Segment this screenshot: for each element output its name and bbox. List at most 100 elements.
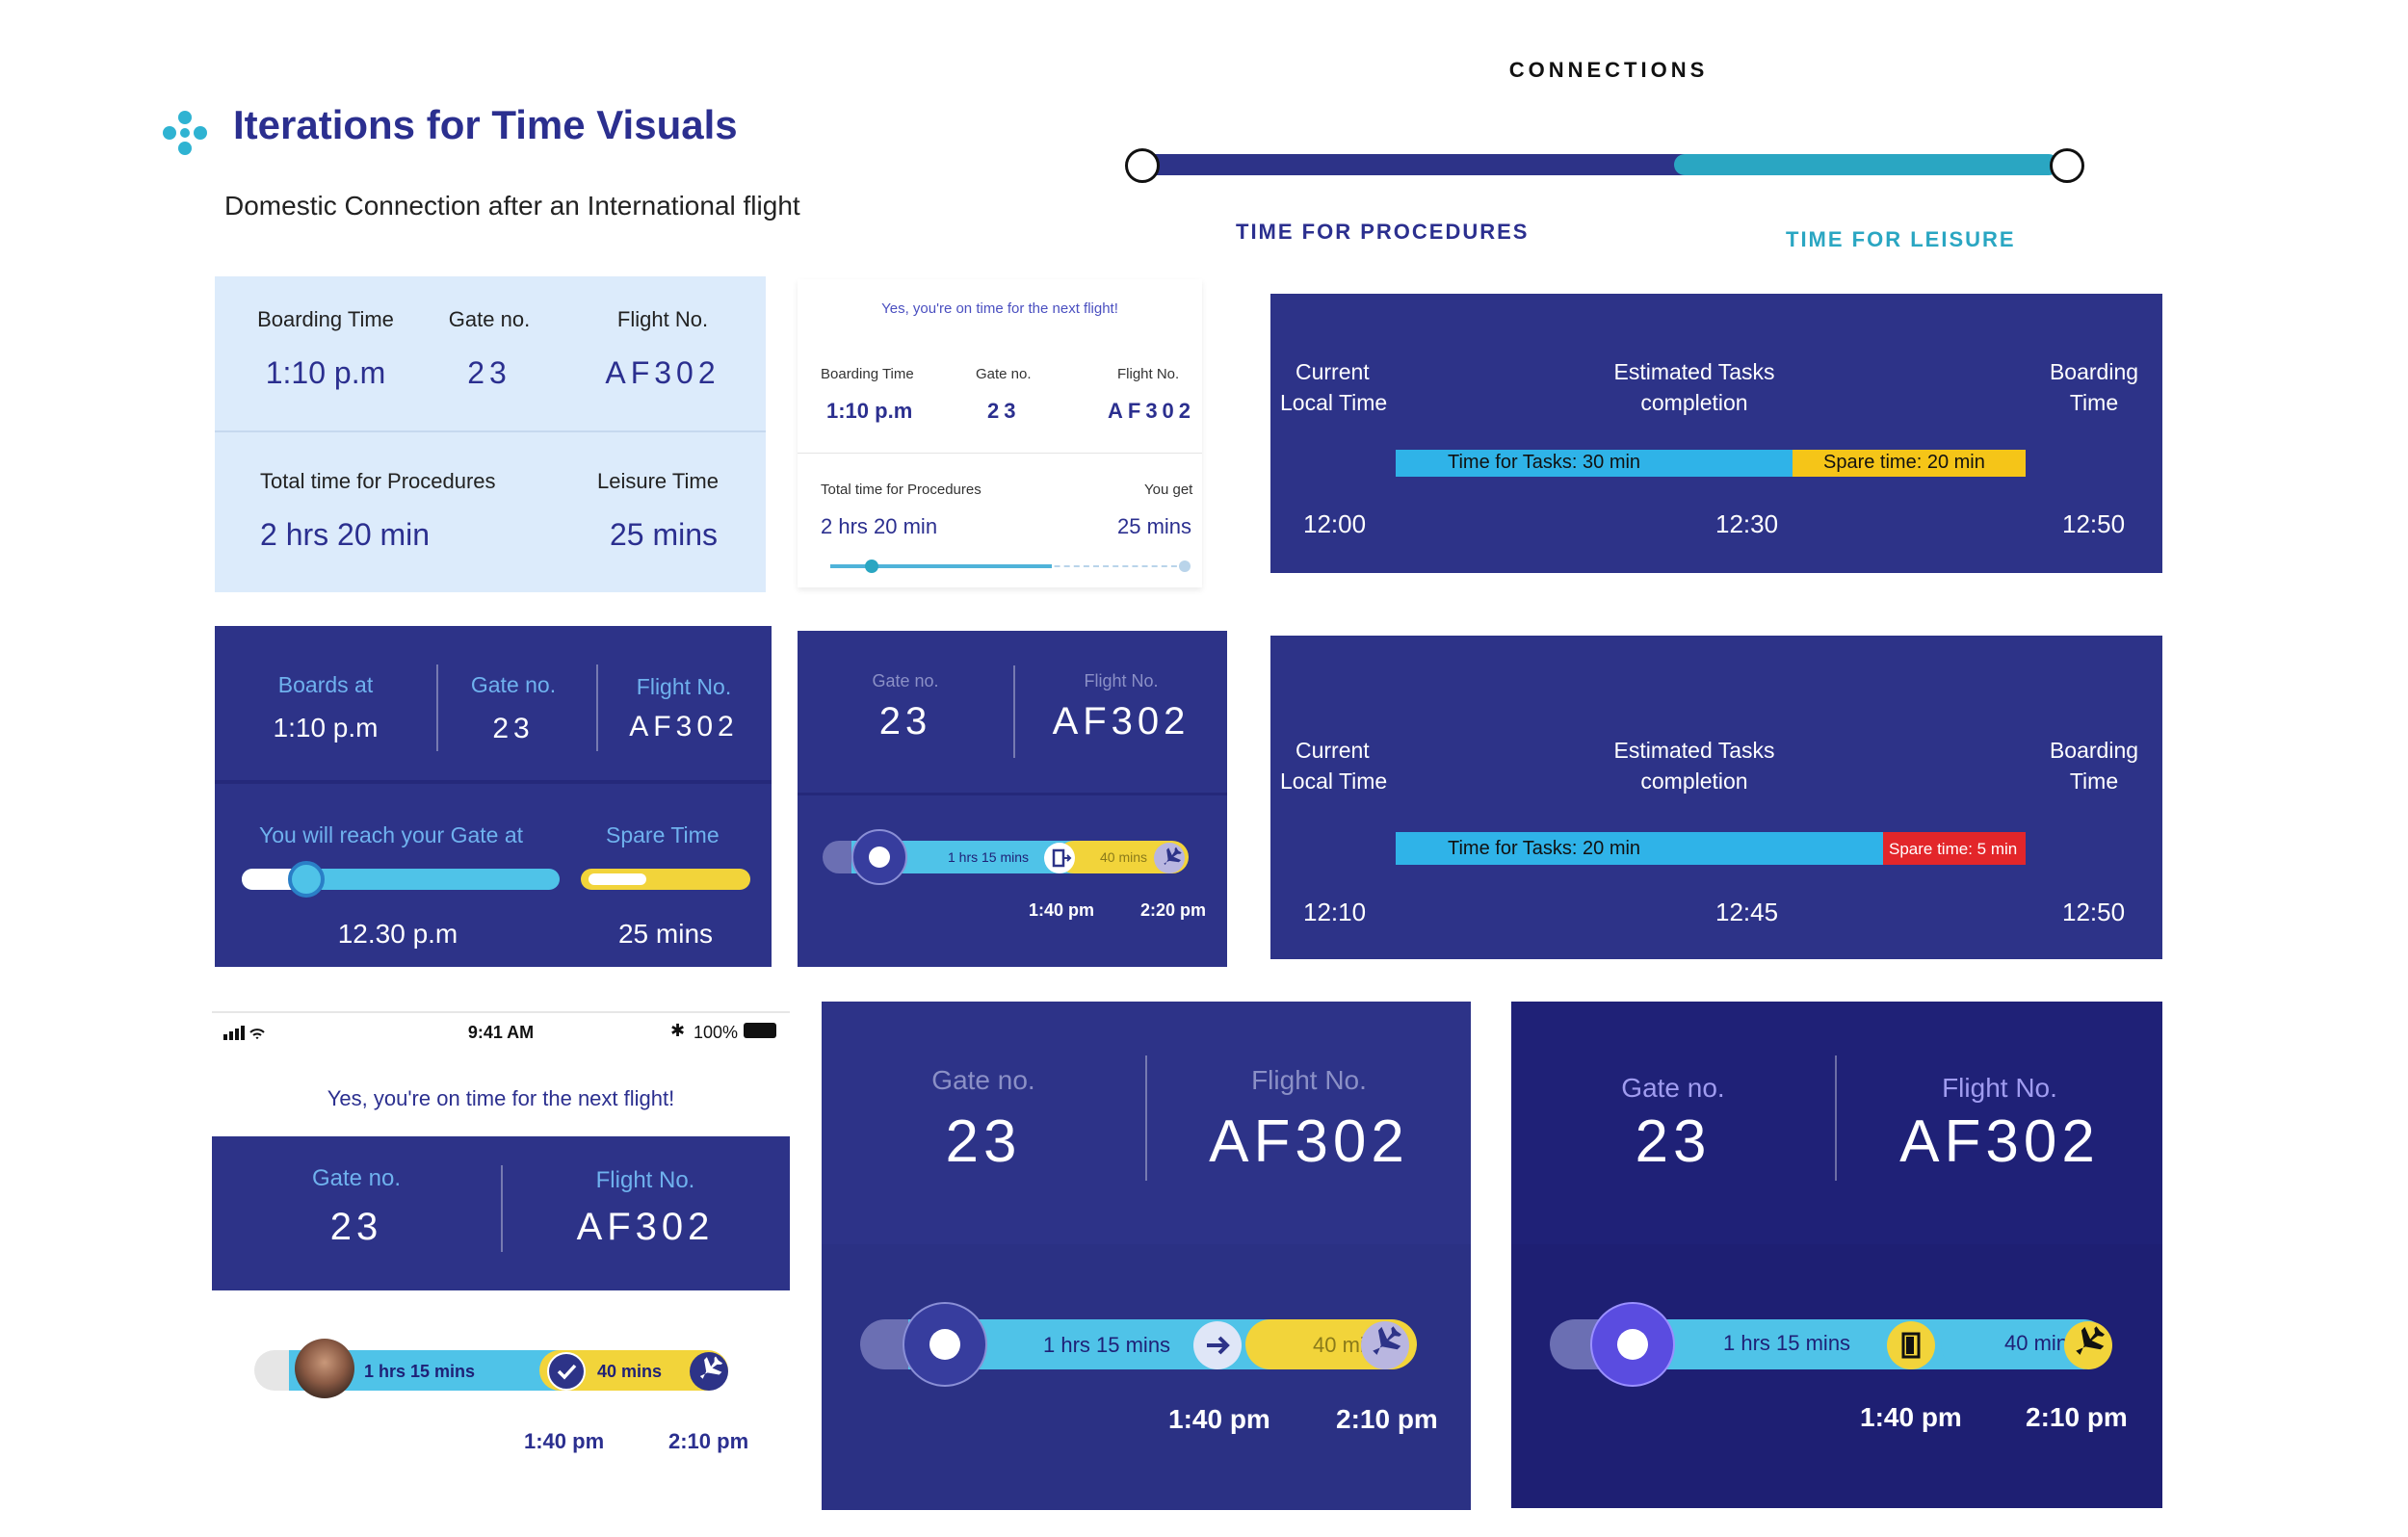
gate-value: 23 bbox=[987, 399, 1021, 423]
flight-value: AF302 bbox=[629, 711, 739, 742]
boarding-label: Boarding bbox=[2049, 738, 2139, 763]
reach-label: You will reach your Gate at bbox=[259, 822, 524, 847]
status-bar: 9:41 AM ✱ 100% bbox=[212, 1011, 790, 1050]
flight-value: AF302 bbox=[1052, 700, 1191, 742]
battery-text: 100% bbox=[694, 1023, 739, 1042]
boarding-label: Boarding Time bbox=[257, 307, 394, 331]
divider bbox=[1145, 1055, 1147, 1181]
boarding-label: Boarding bbox=[2049, 359, 2139, 384]
gate-label: Gate no. bbox=[311, 1165, 402, 1191]
card-journey-large: Gate no. 23 Flight No. AF302 1 hrs 15 mi… bbox=[822, 1002, 1471, 1510]
bluetooth-icon: ✱ bbox=[670, 1021, 686, 1040]
leisure-label: TIME FOR LEISURE bbox=[1786, 227, 2016, 251]
flight-label: Flight No. bbox=[1117, 366, 1180, 382]
plane-icon bbox=[1154, 843, 1185, 873]
card-gate-flight-small: Gate no. 23 Flight No. AF302 1 hrs 15 mi… bbox=[798, 631, 1227, 967]
connections-bar bbox=[1125, 148, 2088, 183]
flight-label: Flight No. bbox=[1942, 1073, 2057, 1103]
on-time-banner: Yes, you're on time for the next flight! bbox=[327, 1086, 675, 1110]
phone-gate-card: Gate no. 23 Flight No. AF302 bbox=[212, 1136, 790, 1290]
seg-1-label: 1 hrs 15 mins bbox=[1043, 1333, 1171, 1357]
spare-bar: Spare time: 5 min bbox=[1883, 832, 2026, 865]
current-label: Current bbox=[1296, 738, 1370, 763]
time-start: 12:10 bbox=[1303, 898, 1367, 926]
seg-1-label: 1 hrs 15 mins bbox=[364, 1362, 476, 1381]
card-gate-reach: Boards at 1:10 p.m Gate no. 23 Flight No… bbox=[215, 626, 772, 967]
card-journey-dark: Gate no. 23 Flight No. AF302 1 hrs 15 mi… bbox=[1511, 1002, 2162, 1508]
flight-value: AF302 bbox=[576, 1206, 715, 1248]
flight-value: AF302 bbox=[1209, 1108, 1409, 1175]
spare-bar-label: Spare time: 5 min bbox=[1889, 840, 2018, 858]
current-label: Current bbox=[1296, 359, 1370, 384]
procedures-value: 2 hrs 20 min bbox=[260, 517, 431, 552]
current-position-dot bbox=[869, 847, 890, 868]
spare-bar-label: Spare time: 20 min bbox=[1823, 452, 1985, 473]
flight-value: AF302 bbox=[1899, 1108, 2100, 1175]
boarding-value: 1:10 p.m bbox=[265, 355, 386, 390]
tasks-label: Estimated Tasks bbox=[1613, 738, 1775, 763]
boarding-label: Boarding Time bbox=[821, 366, 914, 382]
time-2: 2:10 pm bbox=[1336, 1404, 1438, 1434]
progress-end-dot bbox=[1179, 560, 1191, 572]
flight-label: Flight No. bbox=[616, 307, 709, 331]
progress-handle[interactable] bbox=[865, 560, 878, 573]
connections-title: CONNECTIONS bbox=[1508, 58, 1709, 82]
page-subtitle: Domestic Connection after an Internation… bbox=[224, 191, 800, 221]
gate-label: Gate no. bbox=[448, 307, 531, 331]
plane-icon bbox=[2064, 1321, 2112, 1369]
flight-label: Flight No. bbox=[1084, 671, 1159, 690]
tasks-bar-label: Time for Tasks: 20 min bbox=[1448, 838, 1641, 859]
boarding-label-2: Time bbox=[2069, 768, 2119, 794]
flight-value: AF302 bbox=[1108, 399, 1196, 423]
gate-label: Gate no. bbox=[976, 366, 1032, 382]
reach-slider-handle[interactable] bbox=[288, 861, 325, 898]
start-node bbox=[1125, 148, 1160, 183]
gate-label: Gate no. bbox=[872, 671, 939, 690]
battery-icon bbox=[744, 1023, 776, 1038]
boards-value: 1:10 p.m bbox=[273, 713, 379, 742]
flight-label: Flight No. bbox=[595, 1167, 695, 1193]
boards-label: Boards at bbox=[277, 672, 374, 697]
on-time-banner: Yes, you're on time for the next flight! bbox=[881, 300, 1118, 317]
spare-slider-fill bbox=[589, 873, 646, 885]
gate-value: 23 bbox=[492, 713, 535, 744]
plane-icon bbox=[1361, 1321, 1409, 1369]
card-light-summary: Boarding Time 1:10 p.m Gate no. 23 Fligh… bbox=[215, 276, 766, 592]
seg-1-label: 1 hrs 15 mins bbox=[1723, 1331, 1851, 1355]
you-get-value: 25 mins bbox=[1117, 514, 1192, 538]
card-white-compact: Yes, you're on time for the next flight!… bbox=[798, 279, 1202, 587]
section-divider bbox=[215, 780, 772, 784]
time-1: 1:40 pm bbox=[1860, 1402, 1962, 1432]
flight-label: Flight No. bbox=[636, 674, 732, 699]
time-2: 2:20 pm bbox=[1140, 900, 1207, 920]
reach-value: 12.30 p.m bbox=[337, 919, 458, 949]
avatar bbox=[295, 1339, 354, 1398]
procedures-segment bbox=[1144, 154, 1722, 175]
spare-value: 25 mins bbox=[617, 919, 714, 949]
procedures-label: Total time for Procedures bbox=[260, 469, 496, 493]
current-label-2: Local Time bbox=[1280, 768, 1388, 794]
gate-value: 23 bbox=[467, 355, 511, 390]
divider bbox=[1013, 665, 1015, 758]
leisure-segment bbox=[1674, 154, 2059, 175]
time-start: 12:00 bbox=[1303, 509, 1367, 538]
time-mid: 12:30 bbox=[1715, 509, 1779, 538]
divider bbox=[798, 453, 1202, 454]
procedures-label: Total time for Procedures bbox=[821, 482, 982, 498]
tasks-label: Estimated Tasks bbox=[1613, 359, 1775, 384]
progress-fill bbox=[830, 564, 1052, 568]
flight-label: Flight No. bbox=[1251, 1065, 1367, 1095]
time-2: 2:10 pm bbox=[2026, 1402, 2128, 1432]
boarding-label-2: Time bbox=[2069, 390, 2119, 415]
seg-2-label: 40 mins bbox=[1100, 849, 1148, 865]
leisure-value: 25 mins bbox=[610, 517, 719, 552]
end-node bbox=[2050, 148, 2084, 183]
boarding-value: 1:10 p.m bbox=[826, 399, 913, 423]
time-1: 1:40 pm bbox=[1029, 900, 1095, 920]
divider bbox=[215, 430, 766, 432]
spare-label: Spare Time bbox=[606, 822, 720, 847]
gate-label: Gate no. bbox=[470, 672, 557, 697]
divider bbox=[596, 664, 598, 751]
plane-icon bbox=[690, 1352, 728, 1391]
status-clock: 9:41 AM bbox=[467, 1023, 535, 1042]
